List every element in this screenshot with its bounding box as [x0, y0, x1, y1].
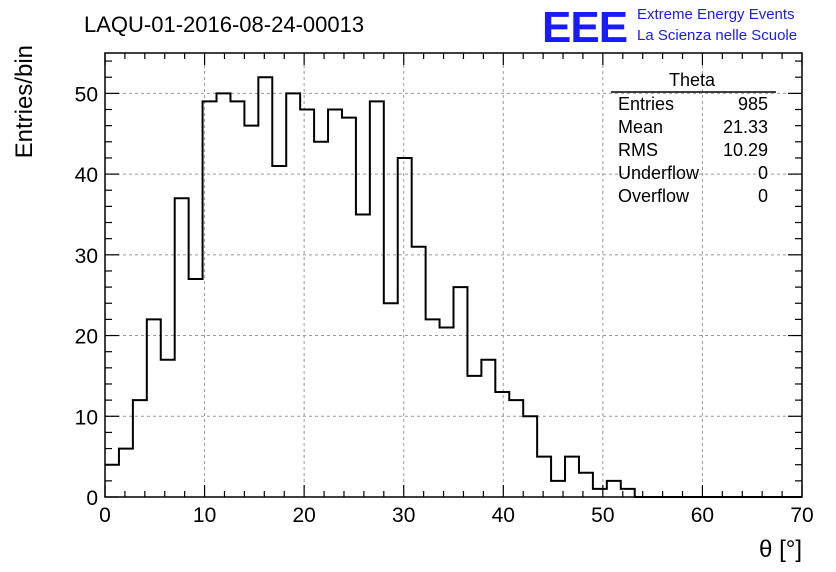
histogram-bin	[398, 158, 412, 497]
stats-row-label: Underflow	[618, 163, 700, 183]
x-tick-label: 10	[193, 504, 216, 527]
stats-box: Theta Entries 985 Mean 21.33 RMS 10.29 Underfl…	[611, 70, 776, 206]
histogram-bin	[175, 198, 189, 497]
histogram-bin	[481, 360, 495, 497]
stats-row-value: 0	[758, 163, 768, 183]
histogram-bin	[384, 303, 398, 497]
histogram-bin	[161, 360, 175, 497]
y-tick-label: 30	[75, 245, 98, 268]
histogram-bin	[565, 457, 579, 497]
histogram-bin	[593, 489, 607, 497]
stats-row-label: Entries	[618, 94, 674, 114]
stats-row-value: 21.33	[723, 117, 768, 137]
histogram-bin	[272, 166, 286, 497]
histogram-bin	[342, 118, 356, 497]
histogram-bin	[523, 416, 537, 497]
histogram-bin	[230, 101, 244, 497]
histogram-bin	[147, 319, 161, 497]
histogram-bin	[203, 101, 217, 497]
histogram-bin	[579, 473, 593, 497]
stats-title: Theta	[669, 70, 716, 90]
grid-lines	[105, 53, 802, 497]
y-tick-label: 40	[75, 164, 98, 187]
y-tick-label: 10	[75, 406, 98, 429]
stats-row-label: Mean	[618, 117, 663, 137]
histogram-bin	[105, 465, 119, 497]
histogram-outline	[105, 76, 802, 498]
stats-row-value: 0	[758, 186, 768, 206]
logo-line-2: La Scienza nelle Scuole	[637, 27, 797, 44]
x-tick-label: 30	[392, 504, 415, 527]
plot-area-border	[104, 52, 803, 498]
histogram-bin	[454, 287, 468, 497]
y-tick-label: 50	[75, 83, 98, 106]
stats-row-label: RMS	[618, 140, 658, 160]
stats-row-value: 985	[738, 94, 768, 114]
axis-ticks	[104, 53, 803, 498]
histogram-bin	[314, 142, 328, 497]
y-tick-label: 0	[86, 487, 98, 510]
logo-line-1: Extreme Energy Events	[637, 6, 795, 23]
y-tick-labels: 0 10 20 30 40 50	[75, 83, 98, 510]
x-tick-label: 20	[292, 504, 315, 527]
histogram-bin	[467, 376, 481, 497]
histogram-bin	[607, 481, 621, 497]
x-tick-label: 0	[99, 504, 111, 527]
histogram-bin	[537, 457, 551, 497]
stats-row-label: Overflow	[618, 186, 690, 206]
histogram-bin	[426, 319, 440, 497]
y-axis-label: Entries/bin	[11, 45, 38, 158]
x-tick-label: 50	[591, 504, 614, 527]
plot-frame	[104, 52, 803, 498]
histogram-bin	[328, 110, 342, 497]
histogram-bin	[258, 77, 272, 497]
histogram-bin	[551, 481, 565, 497]
histogram-bin	[119, 449, 133, 497]
histogram-bin	[244, 126, 258, 497]
histogram-bin	[356, 214, 370, 497]
x-tick-label: 70	[790, 504, 813, 527]
histogram-bin	[286, 93, 300, 497]
histogram-bin	[509, 400, 523, 497]
histogram-bin	[495, 392, 509, 497]
stats-row-value: 10.29	[723, 140, 768, 160]
eee-logo: EEE Extreme Energy Events La Scienza nel…	[542, 3, 797, 52]
histogram-bin	[189, 279, 203, 497]
logo-mark: EEE	[542, 3, 627, 52]
chart-title: LAQU-01-2016-08-24-00013	[84, 12, 364, 37]
y-tick-label: 20	[75, 326, 98, 349]
histogram-bin	[300, 110, 314, 497]
histogram-bin	[370, 101, 384, 497]
x-axis-label: θ [°]	[759, 536, 802, 563]
x-tick-labels: 0 10 20 30 40 50 60 70	[99, 504, 814, 527]
histogram-bin	[621, 489, 635, 497]
x-tick-label: 40	[492, 504, 515, 527]
histogram-bin	[412, 247, 426, 497]
x-tick-label: 60	[691, 504, 714, 527]
histogram-bin	[217, 93, 231, 497]
histogram-layer	[105, 76, 802, 498]
stats-rows: Entries 985 Mean 21.33 RMS 10.29 Underflow 0 Ove…	[618, 94, 768, 206]
histogram-bin	[440, 327, 454, 497]
histogram-bin	[133, 400, 147, 497]
